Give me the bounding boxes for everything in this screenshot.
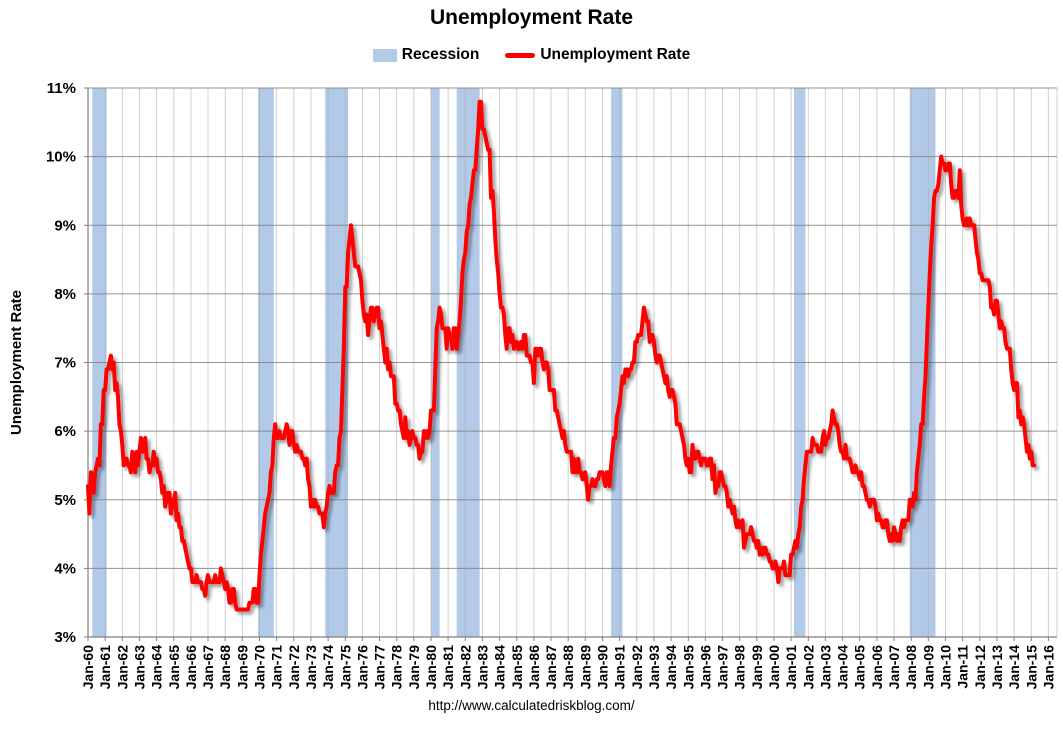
x-tick-label: Jan-96 [697,645,713,690]
x-tick-label: Jan-88 [560,645,576,690]
x-tick-label: Jan-84 [492,645,508,690]
x-tick-label: Jan-99 [749,645,765,690]
x-tick-label: Jan-94 [663,645,679,690]
x-tick-label: Jan-93 [646,645,662,690]
x-tick-label: Jan-91 [612,645,628,690]
x-tick-label: Jan-66 [183,645,199,690]
x-tick-label: Jan-90 [595,645,611,690]
x-tick-label: Jan-04 [835,645,851,690]
x-tick-label: Jan-64 [149,645,165,690]
y-tick-label: 3% [54,629,76,646]
legend-item-unemployment-rate: Unemployment Rate [505,46,690,64]
x-tick-label: Jan-09 [920,645,936,690]
x-tick-label: Jan-85 [509,645,525,690]
x-tick-label: Jan-86 [526,645,542,690]
x-tick-label: Jan-82 [457,645,473,690]
x-tick-label: Jan-65 [166,645,182,690]
x-tick-label: Jan-80 [423,645,439,690]
line-swatch [505,52,536,58]
x-tick-label: Jan-62 [114,645,130,690]
x-tick-label: Jan-81 [440,645,456,690]
x-tick-label: Jan-73 [303,645,319,690]
x-tick-label: Jan-03 [817,645,833,690]
legend-item-recession: Recession [372,46,480,64]
y-tick-label: 4% [54,560,76,577]
x-tick-label: Jan-74 [320,645,336,690]
x-tick-label: Jan-67 [200,645,216,690]
y-tick-label: 8% [54,286,76,303]
x-tick-label: Jan-05 [852,645,868,690]
x-tick-label: Jan-75 [337,645,353,690]
x-tick-label: Jan-83 [474,645,490,690]
x-tick-label: Jan-15 [1023,645,1039,690]
x-tick-label: Jan-07 [886,645,902,690]
legend-recession-label: Recession [401,46,480,63]
x-tick-label: Jan-61 [97,645,113,690]
x-tick-label: Jan-77 [372,645,388,690]
x-tick-label: Jan-95 [680,645,696,690]
x-tick-label: Jan-13 [989,645,1005,690]
y-tick-label: 5% [54,492,76,509]
x-tick-label: Jan-08 [903,645,919,690]
x-tick-label: Jan-78 [389,645,405,690]
y-tick-label: 6% [54,423,76,440]
x-tick-label: Jan-98 [732,645,748,690]
x-tick-label: Jan-69 [234,645,250,690]
x-tick-label: Jan-14 [1006,645,1022,690]
unemployment-rate-line [86,99,1037,612]
legend: Recession Unemployment Rate [0,46,1063,64]
x-tick-label: Jan-06 [869,645,885,690]
y-tick-label: 10% [46,149,76,166]
x-tick-label: Jan-70 [252,645,268,690]
x-tick-label: Jan-97 [715,645,731,690]
x-tick-label: Jan-63 [131,645,147,690]
x-tick-label: Jan-10 [938,645,954,690]
x-tick-label: Jan-92 [629,645,645,690]
x-tick-label: Jan-89 [577,645,593,690]
x-tick-label: Jan-79 [406,645,422,690]
x-tick-label: Jan-11 [955,645,971,689]
x-tick-label: Jan-16 [1040,645,1056,690]
chart-title: Unemployment Rate [429,6,634,29]
x-tick-label: Jan-60 [80,645,96,690]
x-tick-label: Jan-01 [783,645,799,690]
x-tick-label: Jan-71 [269,645,285,690]
source-url: http://www.calculatedriskblog.com/ [428,698,635,713]
x-tick-label: Jan-12 [972,645,988,690]
y-tick-label: 7% [54,355,76,372]
x-tick-label: Jan-87 [543,645,559,690]
x-tick-label: Jan-02 [800,645,816,690]
x-tick-label: Jan-00 [766,645,782,690]
y-tick-label: 9% [54,217,76,234]
x-tick-label: Jan-72 [286,645,302,690]
recession-swatch [372,48,397,62]
x-tick-label: Jan-68 [217,645,233,690]
x-tick-label: Jan-76 [354,645,370,690]
legend-series-label: Unemployment Rate [540,46,691,63]
y-tick-label: 11% [47,80,76,97]
